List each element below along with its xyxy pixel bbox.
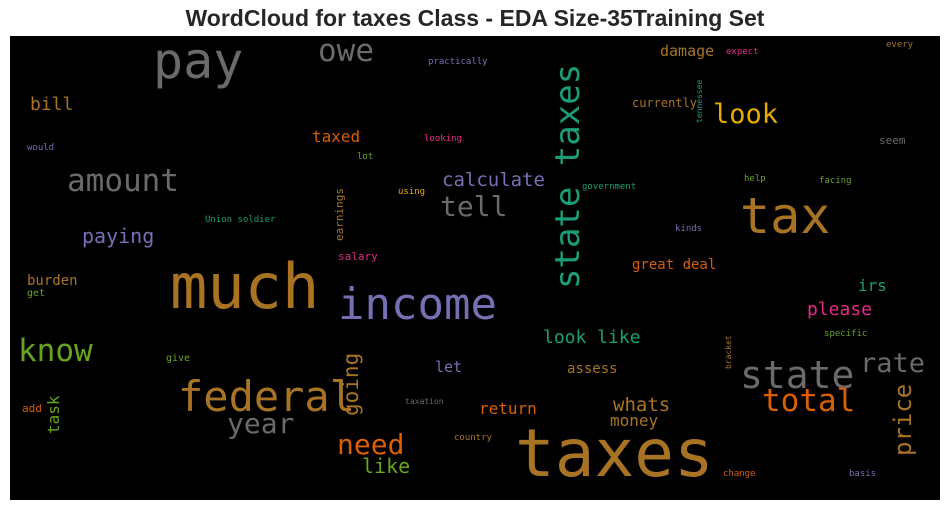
word-currently: currently — [632, 96, 698, 110]
word-owe: owe — [318, 36, 374, 69]
word-look-like: look like — [543, 327, 641, 348]
word-much: much — [170, 250, 320, 323]
word-need: need — [337, 428, 405, 461]
word-union-soldier: Union soldier — [205, 215, 276, 225]
word-let: let — [435, 358, 463, 376]
word-know: know — [18, 333, 93, 369]
word-tennessee: tennessee — [695, 79, 704, 123]
word-facing: facing — [819, 176, 852, 186]
word-expect: expect — [726, 47, 759, 57]
word-great-deal: great deal — [632, 257, 717, 273]
word-lot: lot — [357, 152, 374, 162]
word-amount: amount — [67, 163, 179, 199]
word-every: every — [886, 40, 914, 50]
word-please: please — [807, 299, 873, 320]
word-burden: burden — [27, 273, 78, 289]
word-damage: damage — [660, 42, 715, 60]
word-assess: assess — [567, 361, 618, 377]
word-seem: seem — [879, 134, 906, 147]
word-year: year — [227, 407, 295, 440]
word-money: money — [610, 411, 659, 430]
chart-title: WordCloud for taxes Class - EDA Size-35T… — [185, 5, 765, 31]
word-pay: pay — [153, 36, 244, 90]
word-tax: tax — [740, 187, 831, 245]
word-cloud-canvas: taxes much tax pay income federal state … — [10, 36, 940, 500]
word-irs: irs — [858, 276, 887, 295]
word-country: country — [454, 433, 492, 443]
word-bill: bill — [30, 94, 74, 115]
word-return: return — [479, 399, 537, 418]
word-government: government — [582, 182, 637, 192]
word-paying: paying — [82, 224, 155, 248]
word-state: state — [740, 353, 855, 397]
word-total: total — [762, 383, 856, 419]
word-looking: looking — [424, 134, 462, 144]
word-going: going — [339, 352, 363, 416]
word-task: task — [44, 395, 63, 434]
word-would: would — [27, 143, 55, 153]
word-rate: rate — [860, 348, 926, 379]
word-whats: whats — [613, 394, 671, 416]
word-basis: basis — [849, 469, 877, 479]
word-taxes: taxes — [515, 415, 714, 492]
word-specific: specific — [824, 329, 868, 339]
word-using: using — [398, 187, 426, 197]
word-calculate: calculate — [442, 169, 545, 191]
word-look: look — [713, 99, 779, 130]
word-income: income — [338, 279, 497, 330]
word-federal: federal — [178, 372, 356, 421]
word-get: get — [27, 288, 46, 299]
word-give: give — [166, 353, 191, 364]
word-change: change — [723, 469, 756, 479]
word-taxation: taxation — [405, 397, 444, 406]
word-state-taxes: state taxes — [548, 63, 588, 289]
word-bracket: bracket — [724, 335, 733, 369]
word-salary: salary — [338, 250, 378, 263]
word-tell: tell — [440, 190, 508, 223]
word-kinds: kinds — [675, 224, 703, 234]
word-taxed: taxed — [312, 127, 361, 146]
word-practically: practically — [428, 57, 488, 67]
word-like: like — [362, 454, 411, 478]
word-help: help — [744, 174, 766, 184]
word-add: add — [22, 402, 42, 415]
word-price: price — [889, 383, 917, 456]
word-earnings: earnings — [333, 188, 346, 241]
